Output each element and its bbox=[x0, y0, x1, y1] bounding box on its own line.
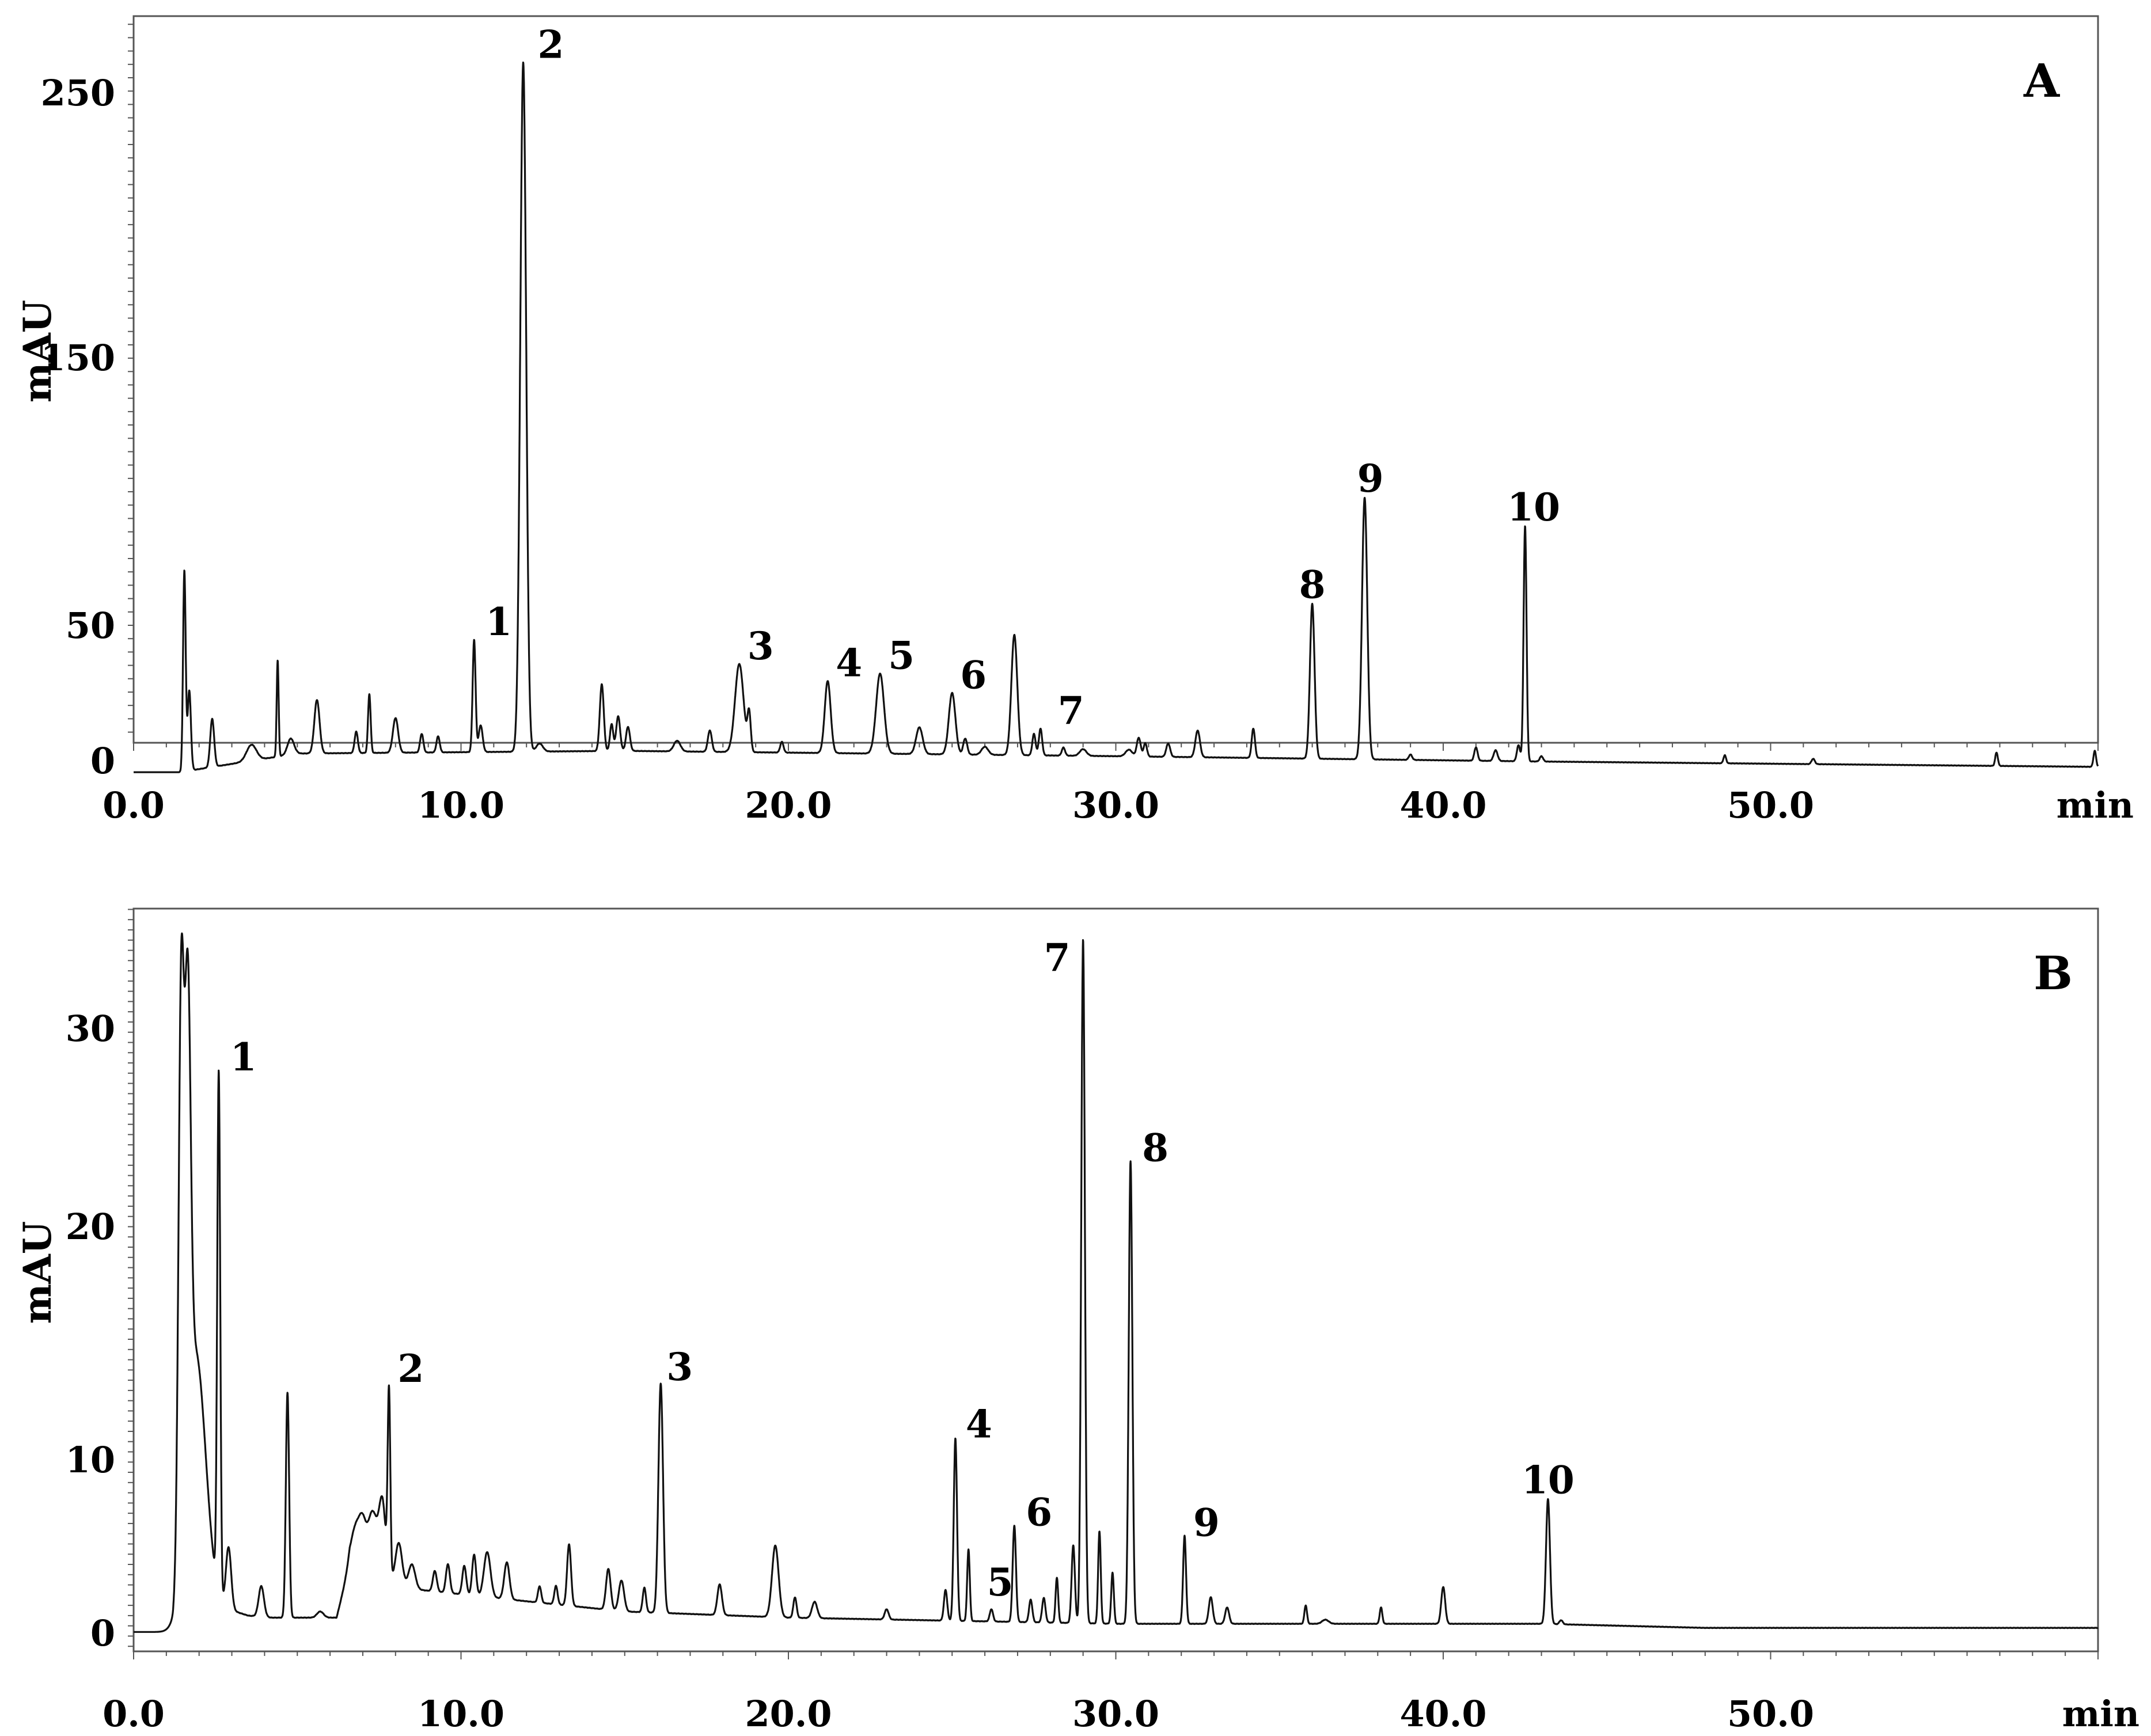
panel-b-peak-label-7: 7 bbox=[1044, 936, 1071, 981]
panel-a-y-minor-ticks bbox=[128, 24, 134, 733]
panel-a-x-ticks: 0.0 10.0 20.0 30.0 40.0 50.0 bbox=[103, 784, 1814, 826]
panel-a-peak-labels: 1 2 3 4 5 6 7 8 9 10 bbox=[485, 22, 1560, 734]
x-tick-label: 30.0 bbox=[1072, 784, 1159, 826]
panel-a-peak-label-4: 4 bbox=[836, 641, 862, 686]
x-tick-label: 40.0 bbox=[1399, 1693, 1486, 1733]
panel-a-x-unit-label: min bbox=[2057, 784, 2134, 826]
y-tick-label: 10 bbox=[66, 1439, 115, 1481]
y-tick-label: 150 bbox=[41, 337, 115, 379]
y-tick-label: 20 bbox=[66, 1206, 115, 1248]
x-tick-label: 50.0 bbox=[1727, 784, 1814, 826]
panel-a-letter: A bbox=[2023, 54, 2060, 108]
y-tick-label: 50 bbox=[66, 605, 115, 647]
panel-b: 0.0 10.0 20.0 30.0 40.0 50.0 min 0 10 20 30 mAU B 1 2 3… bbox=[15, 907, 2139, 1735]
panel-a-trace bbox=[132, 61, 2099, 773]
panel-b-peak-labels: 1 2 3 4 56 7 8 9 10 bbox=[230, 936, 1575, 1605]
panel-b-plot-frame bbox=[132, 907, 2099, 1653]
panel-a-peak-label-3: 3 bbox=[748, 624, 774, 668]
panel-b-peak-label-4: 4 bbox=[966, 1401, 992, 1446]
y-tick-label: 0 bbox=[90, 1612, 115, 1654]
y-tick-label: 250 bbox=[41, 72, 115, 114]
panel-b-y-ticks: 0 10 20 30 bbox=[66, 1008, 115, 1654]
x-tick-label: 20.0 bbox=[745, 784, 832, 826]
x-tick-label: 30.0 bbox=[1072, 1693, 1159, 1733]
panel-b-x-ticks: 0.0 10.0 20.0 30.0 40.0 50.0 bbox=[103, 1693, 1814, 1735]
panel-a-peak-label-10: 10 bbox=[1507, 485, 1560, 530]
panel-b-peak-label-10: 10 bbox=[1522, 1458, 1575, 1503]
panel-b-letter: B bbox=[2034, 946, 2073, 1000]
panel-a: 0.0 10.0 20.0 30.0 40.0 50.0 min 0 50 150 250 mAU A 1… bbox=[15, 15, 2134, 826]
panel-b-x-minor-ticks bbox=[133, 1651, 2099, 1659]
panel-a-y-ticks: 0 50 150 250 bbox=[41, 72, 115, 782]
x-tick-label: 10.0 bbox=[418, 1693, 504, 1733]
x-tick-label: 40.0 bbox=[1399, 784, 1486, 826]
panel-a-peak-label-2: 2 bbox=[538, 22, 564, 67]
x-tick-label: 0.0 bbox=[103, 784, 165, 826]
panel-a-peak-label-6: 6 bbox=[960, 653, 987, 698]
panel-b-peak-label-6: 6 bbox=[1026, 1490, 1052, 1535]
panel-b-trace bbox=[132, 932, 2099, 1633]
panel-b-x-unit-label: min bbox=[2062, 1693, 2139, 1733]
panel-a-y-axis-title: mAU bbox=[15, 300, 60, 403]
panel-a-peak-label-5: 5 bbox=[888, 633, 915, 678]
panel-b-peak-label-2: 2 bbox=[397, 1346, 424, 1391]
panel-a-peak-label-1: 1 bbox=[485, 599, 512, 644]
y-tick-label: 0 bbox=[90, 740, 115, 782]
panel-b-y-minor-ticks bbox=[128, 909, 134, 1647]
x-tick-label: 50.0 bbox=[1727, 1693, 1814, 1733]
panel-b-peak-label-1: 1 bbox=[230, 1035, 257, 1080]
panel-b-peak-label-5: 5 bbox=[987, 1560, 1014, 1605]
panel-a-peak-label-9: 9 bbox=[1357, 456, 1384, 501]
panel-b-peak-label-3: 3 bbox=[666, 1344, 693, 1389]
panel-b-peak-label-8: 8 bbox=[1142, 1126, 1169, 1171]
panel-a-peak-label-7: 7 bbox=[1058, 688, 1084, 733]
x-tick-label: 10.0 bbox=[418, 784, 504, 826]
panel-b-peak-label-9: 9 bbox=[1193, 1500, 1220, 1545]
panel-a-plot-frame bbox=[132, 15, 2099, 744]
panel-a-peak-label-8: 8 bbox=[1299, 563, 1326, 607]
y-tick-label: 30 bbox=[66, 1008, 115, 1050]
panel-a-x-minor-ticks bbox=[133, 743, 2099, 751]
panel-b-y-axis-title: mAU bbox=[15, 1221, 60, 1324]
x-tick-label: 20.0 bbox=[745, 1693, 832, 1733]
x-tick-label: 0.0 bbox=[103, 1693, 165, 1733]
